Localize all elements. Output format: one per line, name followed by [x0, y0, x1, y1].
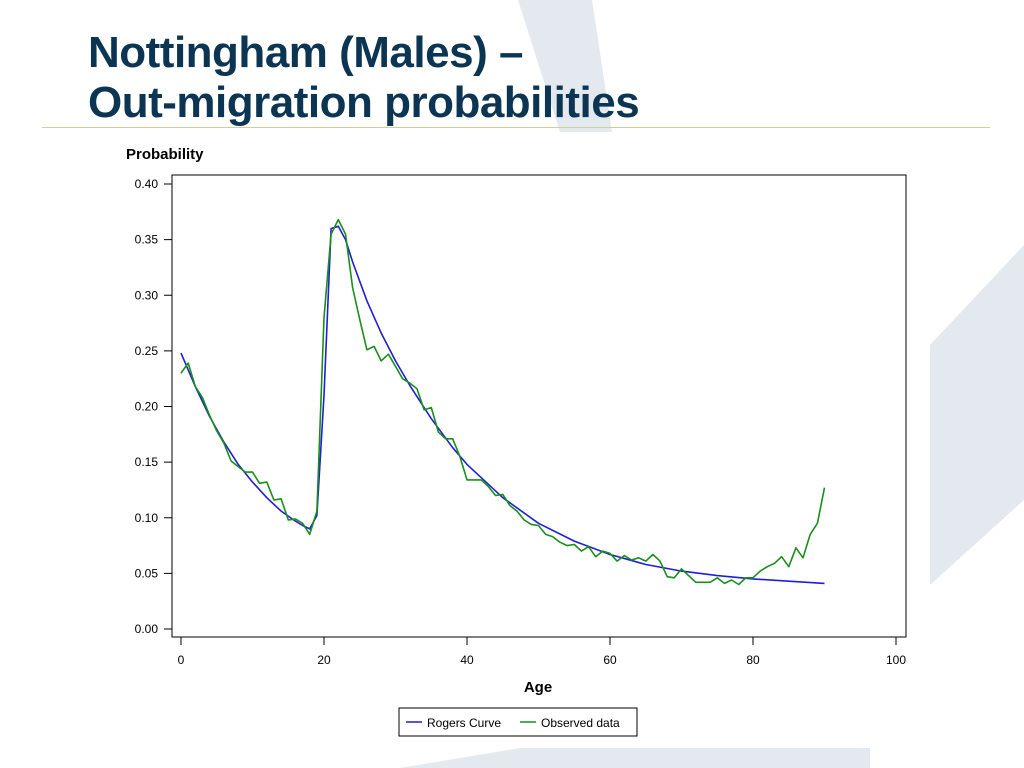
x-axis-title: Age: [524, 679, 552, 696]
plot-area-frame: [171, 174, 907, 638]
slide-title-line-2: Out-migration probabilities: [88, 78, 640, 127]
x-tick-label: 60: [603, 653, 617, 667]
legend-box: [398, 707, 638, 737]
series-line-rogers-curve: [180, 225, 825, 585]
series-line-observed-data: [180, 218, 826, 586]
y-tick-label: 0.20: [135, 400, 159, 414]
background-stripe-shape: [518, 0, 612, 132]
x-tick-label: 0: [178, 653, 185, 667]
y-axis: 0.00 0.05 0.10 0.15 0.20 0.25 0.30 0.35 0.40: [135, 177, 172, 636]
legend: Rogers Curve Observed data: [398, 707, 638, 737]
legend-label-observed-data: Observed data: [541, 716, 620, 730]
legend-label-rogers-curve: Rogers Curve: [427, 716, 501, 730]
y-tick-label: 0.40: [135, 177, 159, 191]
series-layer: [180, 218, 826, 586]
slide-title: Nottingham (Males) – Out-migration proba…: [88, 28, 640, 128]
title-divider: [42, 127, 990, 128]
y-axis-title: Probability: [126, 146, 204, 163]
background-corner-shape: [400, 748, 870, 768]
y-tick-label: 0.00: [135, 622, 159, 636]
y-tick-label: 0.25: [135, 344, 159, 358]
x-tick-label: 100: [886, 653, 906, 667]
y-tick-label: 0.30: [135, 288, 159, 302]
x-tick-label: 80: [746, 653, 760, 667]
y-tick-label: 0.15: [135, 455, 159, 469]
background-chevron-shape: [930, 245, 1024, 585]
y-tick-label: 0.35: [135, 233, 159, 247]
y-tick-label: 0.05: [135, 566, 159, 580]
y-tick-label: 0.10: [135, 511, 159, 525]
x-tick-label: 20: [317, 653, 331, 667]
slide-title-line-1: Nottingham (Males) –: [88, 28, 523, 77]
x-tick-label: 40: [460, 653, 474, 667]
x-axis: 0 20 40 60 80 100: [178, 637, 906, 667]
